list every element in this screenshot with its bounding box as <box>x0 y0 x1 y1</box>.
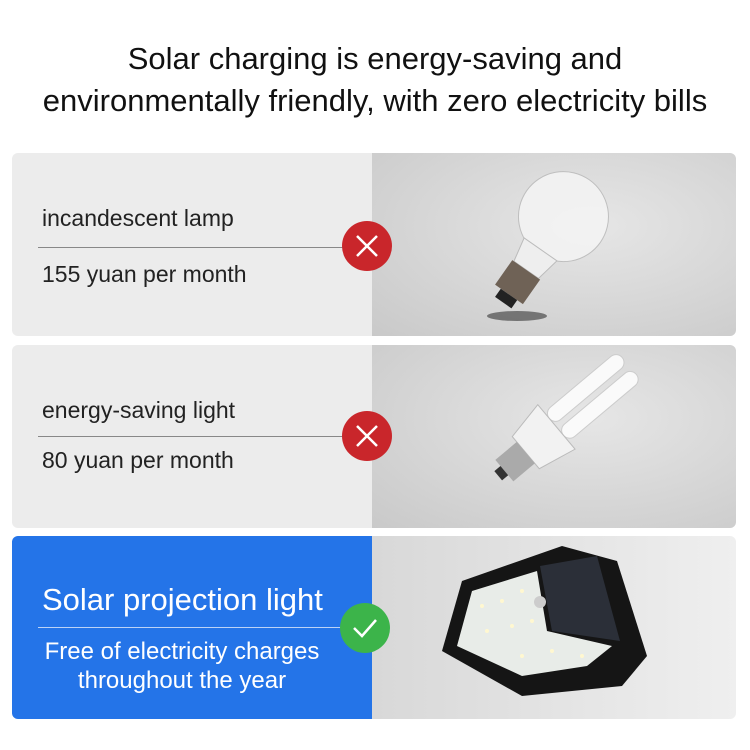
divider <box>38 247 372 248</box>
text-panel: incandescent lamp 155 yuan per month <box>12 153 372 336</box>
comparison-row-solar: Solar projection light Free of electrici… <box>12 536 736 719</box>
comparison-row-energy-saving: energy-saving light 80 yuan per month <box>12 345 736 528</box>
text-panel: energy-saving light 80 yuan per month <box>12 345 372 528</box>
incandescent-bulb-image <box>372 153 736 336</box>
divider <box>38 627 372 628</box>
headline: Solar charging is energy-saving and envi… <box>0 38 750 122</box>
monthly-cost: 155 yuan per month <box>42 261 247 287</box>
text-panel: Solar projection light Free of electrici… <box>12 536 372 719</box>
cost-line-1: Free of electricity charges <box>44 638 320 665</box>
energy-saving-bulb-image <box>372 345 736 528</box>
divider <box>38 436 372 437</box>
check-icon <box>340 603 390 653</box>
product-name: Solar projection light <box>42 582 323 617</box>
product-name: energy-saving light <box>42 397 236 423</box>
comparison-row-incandescent: incandescent lamp 155 yuan per month <box>12 153 736 336</box>
cost-line-2: throughout the year <box>77 667 287 694</box>
product-name: incandescent lamp <box>42 205 234 231</box>
headline-line-2: environmentally friendly, with zero elec… <box>42 83 708 118</box>
cross-icon <box>342 411 392 461</box>
headline-line-1: Solar charging is energy-saving and <box>127 41 623 76</box>
solar-light-image <box>372 536 736 719</box>
cross-icon <box>342 221 392 271</box>
monthly-cost: 80 yuan per month <box>42 447 234 473</box>
annual-cost: Free of electricity charges throughout t… <box>12 637 352 695</box>
